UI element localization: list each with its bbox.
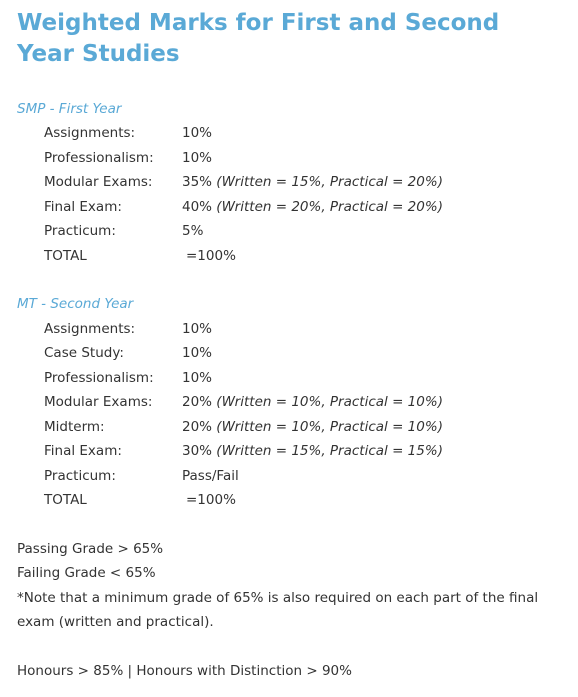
mark-label: Professionalism: [44, 370, 154, 386]
mark-value: 20% (Written = 10%, Practical = 10%) [182, 417, 443, 437]
mark-value: 10% [182, 319, 212, 339]
mark-label: Modular Exams: [44, 394, 153, 410]
mark-label: Practicum: [44, 468, 116, 484]
honours-text: Honours > 85% | Honours with Distinction… [17, 663, 352, 679]
mark-breakdown: (Written = 15%, Practical = 20%) [212, 174, 443, 190]
mark-label: Practicum: [44, 223, 116, 239]
mark-percent: 10% [182, 345, 213, 361]
mark-label: Final Exam: [44, 443, 122, 459]
mark-value: 5% [182, 221, 203, 241]
page-title: Weighted Marks for First and Second Year… [17, 10, 500, 67]
mark-percent: 10% [182, 321, 213, 337]
mark-breakdown: (Written = 20%, Practical = 20%) [212, 199, 443, 215]
mark-value: 10% [182, 343, 212, 363]
first-year-heading: SMP - First Year [17, 101, 122, 117]
mark-value: 30% (Written = 15%, Practical = 15%) [182, 441, 443, 461]
total-label: TOTAL [44, 248, 87, 264]
mark-breakdown: (Written = 10%, Practical = 10%) [212, 419, 443, 435]
mark-value: 35% (Written = 15%, Practical = 20%) [182, 172, 443, 192]
mark-label: Assignments: [44, 125, 136, 141]
mark-percent: Pass/Fail [182, 468, 239, 484]
mark-label: Case Study: [44, 345, 124, 361]
mark-value: 20% (Written = 10%, Practical = 10%) [182, 392, 443, 412]
mark-label: Professionalism: [44, 150, 154, 166]
mark-percent: 10% [182, 370, 213, 386]
mark-breakdown: (Written = 15%, Practical = 15%) [212, 443, 443, 459]
mark-percent: 5% [182, 223, 204, 239]
mark-label: Assignments: [44, 321, 136, 337]
exam-requirement-note-continued: exam (written and practical). [17, 614, 214, 630]
mark-breakdown: (Written = 10%, Practical = 10%) [212, 394, 443, 410]
mark-percent: 30% [182, 443, 213, 459]
mark-percent: 35% [182, 174, 213, 190]
mark-value: 40% (Written = 20%, Practical = 20%) [182, 197, 443, 217]
mark-value: Pass/Fail [182, 466, 239, 486]
mark-label: Modular Exams: [44, 174, 153, 190]
total-label: TOTAL [44, 492, 87, 508]
mark-percent: 20% [182, 394, 213, 410]
second-year-heading: MT - Second Year [17, 296, 134, 312]
mark-percent: 10% [182, 125, 213, 141]
failing-grade-text: Failing Grade < 65% [17, 565, 156, 581]
mark-value: 10% [182, 123, 212, 143]
mark-percent: 20% [182, 419, 213, 435]
mark-value: 10% [182, 148, 212, 168]
mark-label: Midterm: [44, 419, 105, 435]
total-value: =100% [186, 248, 236, 264]
mark-percent: 10% [182, 150, 213, 166]
exam-requirement-note: *Note that a minimum grade of 65% is als… [17, 590, 539, 606]
total-value: =100% [186, 492, 236, 508]
mark-percent: 40% [182, 199, 213, 215]
passing-grade-text: Passing Grade > 65% [17, 541, 164, 557]
mark-value: 10% [182, 368, 212, 388]
mark-label: Final Exam: [44, 199, 122, 215]
